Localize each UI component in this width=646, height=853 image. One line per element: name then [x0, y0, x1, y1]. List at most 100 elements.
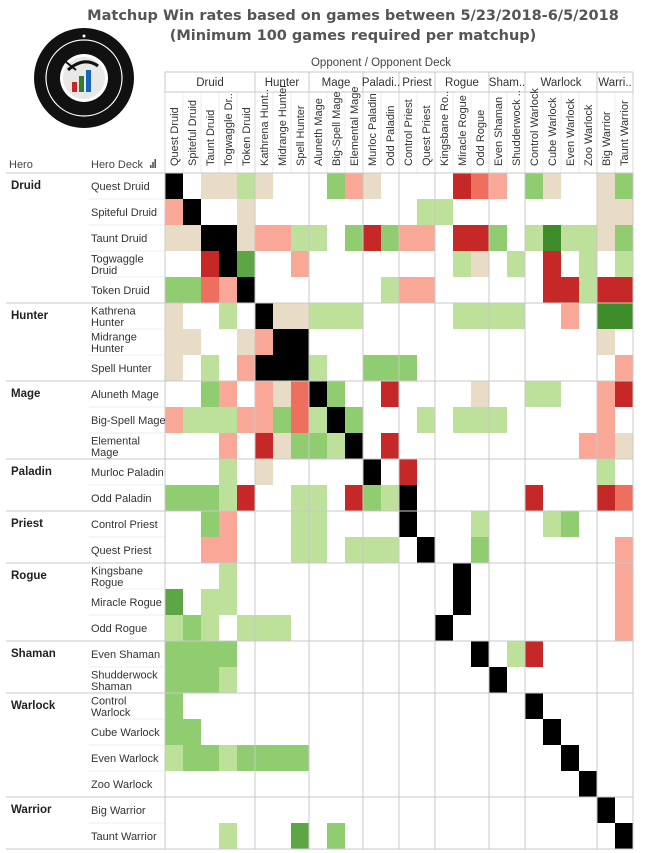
heatmap-cell — [381, 381, 400, 408]
heatmap-cell — [615, 745, 634, 772]
heatmap-cell — [579, 823, 598, 850]
heatmap-cell — [543, 485, 562, 512]
heatmap-cell — [399, 511, 418, 538]
heatmap-cell — [273, 589, 292, 616]
heatmap-cell — [219, 225, 238, 252]
group-column-label: Druid — [196, 77, 223, 89]
heatmap-cell — [471, 823, 490, 850]
heatmap-cell — [507, 329, 526, 356]
heatmap-cell — [345, 459, 364, 486]
heatmap-cell — [237, 563, 256, 590]
heatmap-cell — [363, 641, 382, 668]
heatmap-cell — [561, 355, 580, 382]
heatmap-cell — [345, 589, 364, 616]
heatmap-cell — [327, 277, 346, 304]
heatmap-cell — [471, 771, 490, 798]
heatmap-cell — [309, 433, 328, 460]
heatmap-cell — [165, 277, 184, 304]
heatmap-cell — [435, 381, 454, 408]
heatmap-cell — [597, 771, 616, 798]
heatmap-cell — [165, 667, 184, 694]
heatmap-cell — [255, 407, 274, 434]
heatmap-cell — [561, 823, 580, 850]
hero-group-label: Druid — [11, 180, 41, 192]
heatmap-cell — [561, 381, 580, 408]
heatmap-cell — [399, 771, 418, 798]
heatmap-cell — [435, 511, 454, 538]
heatmap-cell — [579, 433, 598, 460]
heatmap-cell — [183, 641, 202, 668]
heatmap-cell — [579, 485, 598, 512]
heatmap-cell — [435, 667, 454, 694]
heatmap-cell — [345, 745, 364, 772]
heatmap-cell — [543, 615, 562, 642]
heatmap-cell — [273, 329, 292, 356]
heatmap-cell — [435, 459, 454, 486]
heatmap-cell — [219, 797, 238, 824]
heatmap-cell — [579, 407, 598, 434]
heatmap-cell — [255, 563, 274, 590]
heatmap-cell — [345, 641, 364, 668]
heatmap-cell — [417, 615, 436, 642]
heatmap-cell — [453, 407, 472, 434]
heatmap-cell — [615, 563, 634, 590]
heatmap-cell — [507, 641, 526, 668]
heatmap-cell — [453, 589, 472, 616]
heatmap-cell — [561, 589, 580, 616]
heatmap-cell — [201, 745, 220, 772]
heatmap-cell — [489, 251, 508, 278]
heatmap-cell — [435, 251, 454, 278]
deck-column-label: Taunt Druid — [205, 110, 217, 166]
heatmap-cell — [327, 511, 346, 538]
heatmap-cell — [381, 563, 400, 590]
heatmap-cell — [183, 251, 202, 278]
heatmap-cell — [363, 277, 382, 304]
heatmap-cell — [399, 251, 418, 278]
heatmap-cell — [255, 771, 274, 798]
group-column-label: Paladi.. — [362, 77, 400, 89]
heatmap-cell — [291, 511, 310, 538]
row-header-deck: Hero Deck — [91, 159, 143, 171]
heatmap-cell — [453, 719, 472, 746]
heatmap-cell — [417, 745, 436, 772]
heatmap-cell — [363, 329, 382, 356]
heatmap-cell — [291, 823, 310, 850]
heatmap-cell — [201, 173, 220, 200]
heatmap-cell — [219, 641, 238, 668]
heatmap-cell — [399, 329, 418, 356]
heatmap-cell — [579, 251, 598, 278]
heatmap-cell — [309, 667, 328, 694]
heatmap-cell — [309, 641, 328, 668]
heatmap-cell — [471, 589, 490, 616]
heatmap-cell — [543, 563, 562, 590]
heatmap-cell — [183, 719, 202, 746]
heatmap-cell — [291, 459, 310, 486]
deck-column-label: Big Warrior — [601, 111, 613, 166]
heatmap-cell — [183, 329, 202, 356]
heatmap-cell — [183, 407, 202, 434]
heatmap-cell — [417, 381, 436, 408]
heatmap-cell — [237, 173, 256, 200]
heatmap-cell — [219, 719, 238, 746]
heatmap-cell — [327, 693, 346, 720]
heatmap-cell — [489, 407, 508, 434]
heatmap-cell — [417, 459, 436, 486]
heatmap-cell — [309, 693, 328, 720]
deck-row-label: Hunter — [91, 317, 124, 329]
heatmap-cell — [507, 407, 526, 434]
heatmap-cell — [165, 745, 184, 772]
heatmap-cell — [489, 641, 508, 668]
heatmap-cell — [291, 251, 310, 278]
heatmap-cell — [381, 225, 400, 252]
heatmap-cell — [273, 459, 292, 486]
heatmap-cell — [489, 771, 508, 798]
heatmap-cell — [453, 511, 472, 538]
heatmap-cell — [273, 667, 292, 694]
heatmap-cell — [345, 771, 364, 798]
heatmap-cell — [435, 537, 454, 564]
heatmap-cell — [183, 485, 202, 512]
heatmap-cell — [201, 433, 220, 460]
group-column-label: Warlock — [540, 77, 581, 89]
heatmap-cell — [579, 771, 598, 798]
heatmap-cell — [489, 381, 508, 408]
